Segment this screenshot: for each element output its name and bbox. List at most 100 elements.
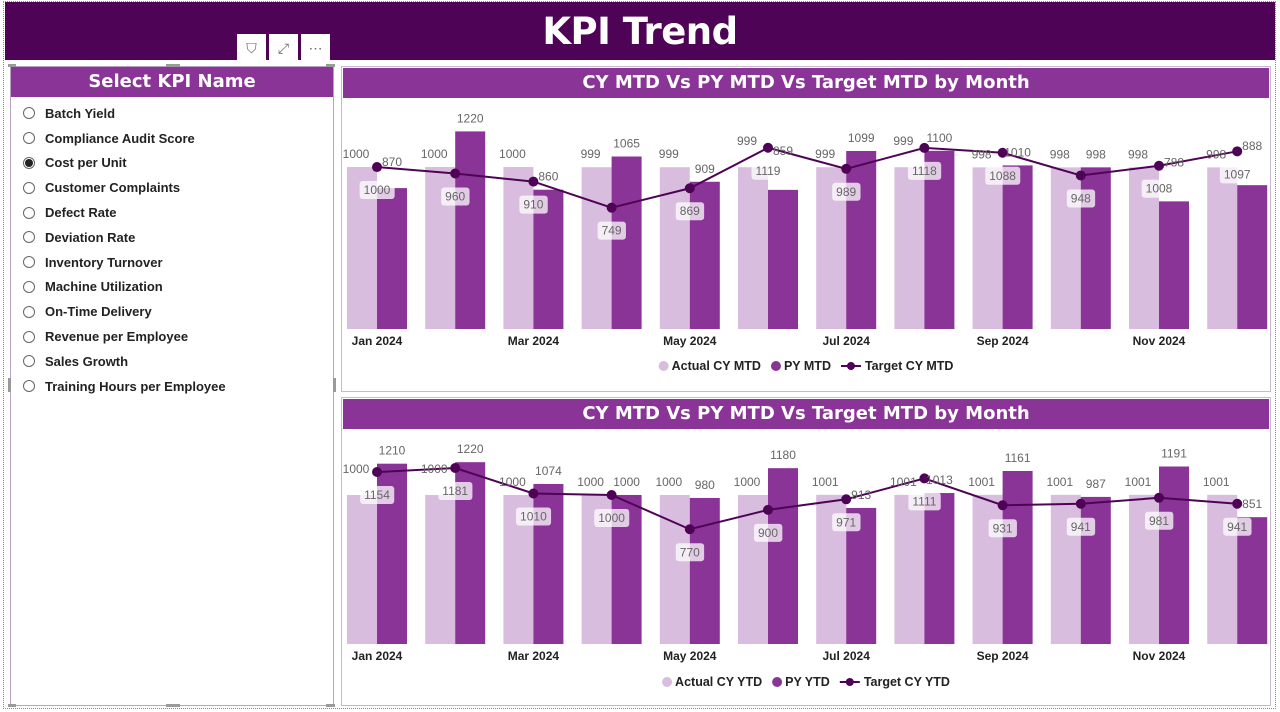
slicer-item[interactable]: Training Hours per Employee xyxy=(23,374,333,399)
actual-bar xyxy=(972,167,1003,329)
legend-item: PY MTD xyxy=(770,359,831,373)
resize-handle[interactable] xyxy=(8,378,11,392)
more-options-icon[interactable]: ⋯ xyxy=(301,34,330,62)
radio-button[interactable] xyxy=(23,256,35,269)
slicer-item-label: Batch Yield xyxy=(45,105,116,121)
target-point xyxy=(763,504,773,515)
radio-button[interactable] xyxy=(23,355,35,368)
legend-item: PY YTD xyxy=(772,675,830,689)
legend-marker xyxy=(662,677,673,687)
ytd-chart-panel: CY MTD Vs PY MTD Vs Target MTD by Month … xyxy=(341,397,1271,706)
legend-label: PY MTD xyxy=(784,359,831,373)
target-data-label: 960 xyxy=(445,190,465,204)
target-label-box xyxy=(675,543,705,562)
actual-data-label: 998 xyxy=(972,147,992,161)
radio-button[interactable] xyxy=(23,107,35,120)
target-point xyxy=(1154,160,1164,171)
target-data-label: 900 xyxy=(758,526,778,540)
slicer-item-label: On-Time Delivery xyxy=(45,304,152,320)
resize-handle[interactable] xyxy=(333,378,336,392)
actual-data-label: 999 xyxy=(893,134,913,148)
radio-button[interactable] xyxy=(23,380,35,393)
radio-button[interactable] xyxy=(23,181,35,194)
resize-handle[interactable] xyxy=(8,64,16,67)
slicer-item[interactable]: Customer Complaints xyxy=(23,175,333,200)
focus-mode-icon[interactable]: ⤢ xyxy=(269,34,298,62)
radio-button[interactable] xyxy=(23,206,35,219)
slicer-item[interactable]: Defect Rate xyxy=(23,200,333,225)
slicer-item-label: Sales Growth xyxy=(45,353,129,369)
target-label-box xyxy=(1223,517,1252,536)
actual-data-label: 1001 xyxy=(1203,475,1230,489)
resize-handle[interactable] xyxy=(8,704,16,707)
target-label-box xyxy=(985,166,1021,185)
actual-bar xyxy=(1207,494,1238,644)
radio-button[interactable] xyxy=(23,280,35,293)
slicer-item[interactable]: On-Time Delivery xyxy=(23,299,333,324)
radio-button[interactable] xyxy=(23,330,35,343)
target-label-box xyxy=(359,181,395,200)
slicer-item[interactable]: Sales Growth xyxy=(23,349,333,374)
x-axis-tick-label: Sep 2024 xyxy=(977,649,1029,663)
target-point xyxy=(997,147,1008,158)
target-data-label: 989 xyxy=(836,185,856,199)
legend-label: PY YTD xyxy=(785,675,830,689)
slicer-item[interactable]: Inventory Turnover xyxy=(23,250,333,275)
resize-handle[interactable] xyxy=(166,704,180,707)
resize-handle[interactable] xyxy=(326,704,335,707)
report-canvas xyxy=(3,1,1276,709)
py-data-label: 1191 xyxy=(1161,447,1187,461)
actual-data-label: 1000 xyxy=(421,147,448,161)
actual-data-label: 1000 xyxy=(577,475,604,489)
legend-marker xyxy=(846,362,855,370)
py-data-label: 870 xyxy=(382,155,402,169)
legend-item: Target CY MTD xyxy=(840,359,953,373)
resize-handle[interactable] xyxy=(326,64,335,67)
py-data-label: 1210 xyxy=(379,444,406,458)
actual-data-label: 1000 xyxy=(499,147,526,161)
actual-bar xyxy=(738,494,768,644)
x-axis-tick-label: Jan 2024 xyxy=(352,334,403,348)
target-point xyxy=(372,467,382,478)
legend-item: Actual CY MTD xyxy=(658,359,761,373)
slicer-item[interactable]: Revenue per Employee xyxy=(23,324,333,349)
py-bar xyxy=(455,131,486,329)
target-label-box xyxy=(908,492,941,511)
target-data-label: 971 xyxy=(836,515,856,529)
legend-item: Target CY YTD xyxy=(839,675,950,689)
mtd-chart-panel: CY MTD Vs PY MTD Vs Target MTD by Month … xyxy=(341,66,1271,392)
slicer-item[interactable]: Machine Utilization xyxy=(23,275,333,300)
target-data-label: 1088 xyxy=(989,169,1016,183)
target-point xyxy=(919,473,930,484)
filter-icon[interactable]: ⛉ xyxy=(237,34,266,62)
x-axis-tick-label: Sep 2024 xyxy=(977,334,1029,348)
radio-button[interactable] xyxy=(23,132,35,145)
target-data-label: 981 xyxy=(1149,514,1169,528)
actual-data-label: 998 xyxy=(1206,147,1226,161)
chart-title: CY MTD Vs PY MTD Vs Target MTD by Month xyxy=(343,399,1269,429)
target-point xyxy=(841,163,852,174)
target-point xyxy=(1232,146,1243,157)
actual-data-label: 999 xyxy=(659,147,679,161)
target-label-box xyxy=(1219,165,1255,184)
data-label-layer: 1000 960 910 749 869 1119 989 1118 1088 948 1008 10… xyxy=(343,111,1263,240)
slicer-list: Batch Yield Compliance Audit Score Cost pe… xyxy=(11,97,333,399)
radio-button[interactable] xyxy=(23,156,35,169)
slicer-item[interactable]: Cost per Unit xyxy=(23,151,333,176)
actual-bar xyxy=(347,494,377,644)
actual-bar xyxy=(1050,494,1081,644)
resize-handle[interactable] xyxy=(166,64,180,67)
target-data-label: 770 xyxy=(680,545,700,559)
target-label-box xyxy=(360,486,395,505)
actual-bar xyxy=(425,494,456,644)
slicer-item[interactable]: Compliance Audit Score xyxy=(23,126,333,151)
radio-button[interactable] xyxy=(23,231,35,244)
target-label-box xyxy=(594,508,630,527)
slicer-item[interactable]: Deviation Rate xyxy=(23,225,333,250)
actual-data-label: 1001 xyxy=(812,475,839,489)
radio-button[interactable] xyxy=(23,305,35,318)
slicer-item[interactable]: Batch Yield xyxy=(23,101,333,126)
actual-data-label: 1001 xyxy=(968,475,995,489)
legend-marker xyxy=(772,677,783,687)
target-label-box xyxy=(1141,179,1177,198)
